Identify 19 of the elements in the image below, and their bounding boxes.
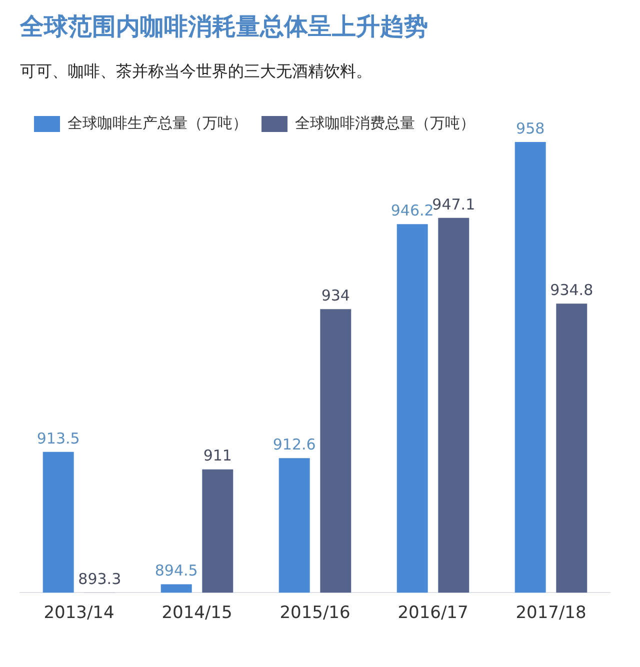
chart-subtitle: 可可、咖啡、茶并称当今世界的三大无酒精饮料。 [20,62,372,81]
data-label: 894.5 [154,562,198,580]
x-tick-label: 2017/18 [516,603,586,624]
data-label: 912.6 [272,436,316,454]
legend-label: 全球咖啡生产总量（万吨） [68,114,248,132]
data-label: 913.5 [36,429,80,448]
data-label: 947.1 [432,195,476,214]
legend-label: 全球咖啡消费总量（万吨） [295,114,475,132]
x-tick-label: 2016/17 [398,603,468,624]
x-tick-label: 2013/14 [44,603,114,624]
data-label: 946.2 [390,202,434,220]
data-label: 911 [203,446,232,465]
data-label: 934.8 [550,280,594,299]
data-label: 893.3 [78,570,122,588]
data-label: 958 [516,119,545,138]
chart-title: 全球范围内咖啡消耗量总体呈上升趋势 [19,12,428,41]
x-tick-label: 2015/16 [280,603,350,624]
x-tick-label: 2014/15 [162,603,232,624]
data-label: 934 [321,286,350,305]
